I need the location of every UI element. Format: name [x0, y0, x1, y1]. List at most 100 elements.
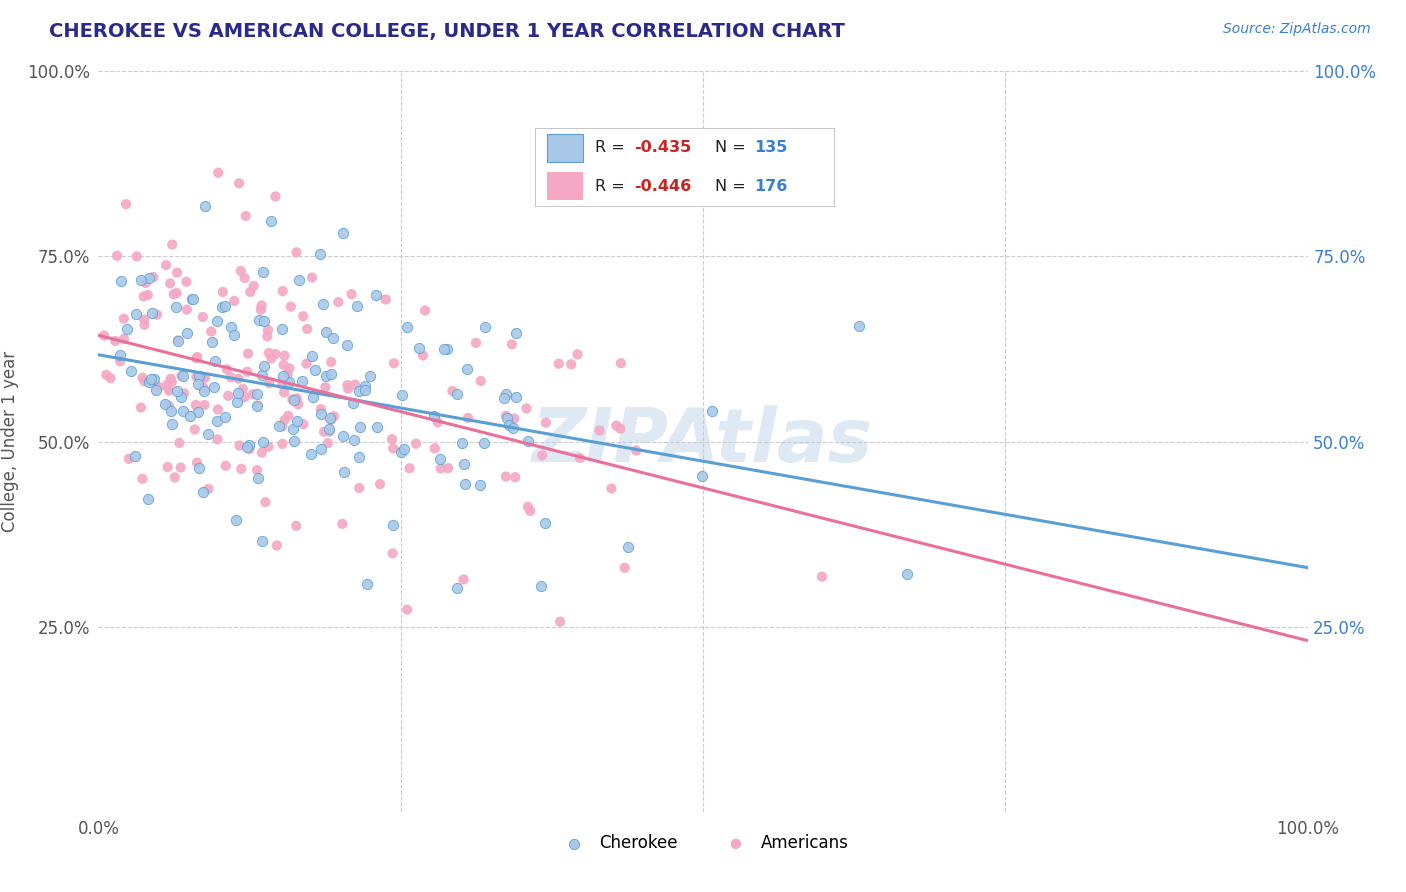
- Point: [207, 166, 229, 180]
- Point: [146, 308, 169, 322]
- Point: [159, 372, 181, 386]
- Point: [316, 436, 339, 450]
- Point: [156, 381, 179, 395]
- Point: [346, 299, 368, 313]
- Point: [257, 346, 280, 360]
- Point: [167, 334, 190, 348]
- Point: [124, 449, 146, 463]
- Point: [186, 369, 208, 384]
- Point: [381, 432, 404, 446]
- Point: [453, 458, 475, 472]
- Point: [295, 357, 318, 371]
- Point: [169, 460, 191, 475]
- Point: [205, 414, 228, 428]
- Point: [256, 329, 278, 343]
- Point: [498, 418, 520, 433]
- Point: [302, 390, 325, 404]
- Point: [246, 399, 269, 413]
- Point: [233, 271, 256, 285]
- Point: [278, 375, 301, 389]
- Point: [207, 432, 229, 446]
- Point: [408, 341, 430, 355]
- FancyBboxPatch shape: [547, 172, 583, 201]
- Text: N =: N =: [716, 179, 751, 194]
- Point: [472, 436, 495, 450]
- Point: [156, 377, 179, 392]
- Point: [503, 470, 526, 484]
- Point: [332, 429, 354, 443]
- Point: [100, 371, 122, 385]
- Point: [330, 516, 353, 531]
- Point: [382, 356, 405, 370]
- Point: [176, 326, 198, 341]
- Point: [309, 407, 332, 421]
- Point: [382, 442, 405, 456]
- Point: [381, 546, 404, 560]
- Point: [811, 569, 834, 583]
- Point: [456, 361, 478, 376]
- Point: [429, 452, 451, 467]
- Point: [343, 377, 366, 392]
- Point: [169, 436, 191, 450]
- Text: -0.435: -0.435: [634, 140, 692, 155]
- Point: [342, 396, 364, 410]
- Point: [242, 387, 264, 401]
- Point: [301, 270, 323, 285]
- Point: [389, 445, 412, 459]
- Point: [271, 369, 294, 384]
- Point: [309, 402, 332, 417]
- Point: [187, 405, 209, 419]
- Point: [274, 413, 297, 427]
- Point: [271, 437, 294, 451]
- Point: [323, 409, 346, 424]
- Point: [319, 367, 342, 381]
- Point: [605, 418, 627, 433]
- Point: [273, 385, 295, 400]
- Point: [285, 392, 308, 406]
- Point: [474, 320, 496, 334]
- Point: [236, 365, 259, 379]
- Point: [239, 285, 262, 299]
- Point: [291, 374, 314, 388]
- Point: [260, 214, 283, 228]
- Point: [231, 462, 253, 476]
- Legend: Cherokee, Americans: Cherokee, Americans: [551, 828, 855, 859]
- Text: ZIPAtlas: ZIPAtlas: [533, 405, 873, 478]
- Point: [626, 443, 648, 458]
- Point: [104, 334, 127, 348]
- Point: [179, 409, 201, 424]
- Text: N =: N =: [716, 140, 751, 155]
- Point: [517, 434, 540, 448]
- Point: [138, 271, 160, 285]
- Point: [224, 293, 246, 308]
- Point: [160, 417, 183, 431]
- Point: [609, 421, 631, 435]
- Text: Source: ZipAtlas.com: Source: ZipAtlas.com: [1223, 22, 1371, 37]
- Point: [264, 189, 287, 203]
- Point: [422, 409, 444, 424]
- Point: [105, 249, 128, 263]
- Point: [191, 310, 214, 324]
- Point: [349, 384, 371, 398]
- Point: [166, 266, 188, 280]
- Point: [252, 265, 274, 279]
- Point: [281, 392, 304, 407]
- Point: [219, 370, 242, 384]
- Point: [194, 199, 217, 213]
- Point: [437, 461, 460, 475]
- Point: [163, 287, 186, 301]
- Point: [166, 286, 188, 301]
- Point: [314, 380, 336, 394]
- Point: [283, 422, 305, 436]
- Point: [273, 349, 295, 363]
- Point: [136, 491, 159, 506]
- Point: [252, 534, 274, 549]
- FancyBboxPatch shape: [536, 128, 835, 207]
- Point: [191, 370, 214, 384]
- Point: [368, 477, 391, 491]
- Point: [848, 319, 870, 334]
- Point: [118, 451, 141, 466]
- Point: [896, 566, 918, 581]
- Point: [277, 367, 299, 381]
- Text: CHEROKEE VS AMERICAN COLLEGE, UNDER 1 YEAR CORRELATION CHART: CHEROKEE VS AMERICAN COLLEGE, UNDER 1 YE…: [49, 22, 845, 41]
